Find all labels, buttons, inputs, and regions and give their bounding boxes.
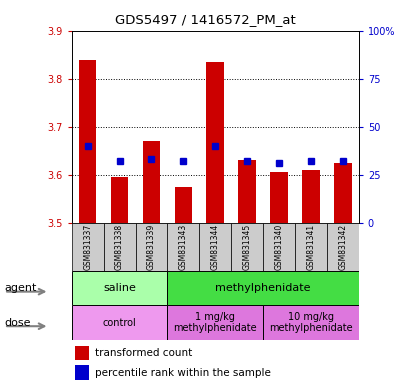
Bar — [110, 177, 128, 223]
Text: GSM831343: GSM831343 — [178, 223, 187, 270]
Text: GSM831338: GSM831338 — [115, 223, 124, 270]
Text: GSM831341: GSM831341 — [306, 223, 315, 270]
FancyBboxPatch shape — [263, 223, 294, 271]
FancyBboxPatch shape — [72, 223, 103, 271]
FancyBboxPatch shape — [72, 305, 167, 340]
Bar — [301, 170, 319, 223]
FancyBboxPatch shape — [167, 305, 263, 340]
Text: GSM831344: GSM831344 — [210, 223, 219, 270]
Text: percentile rank within the sample: percentile rank within the sample — [94, 367, 270, 377]
Bar — [270, 172, 287, 223]
Text: 10 mg/kg
methylphenidate: 10 mg/kg methylphenidate — [268, 312, 352, 333]
Bar — [142, 141, 160, 223]
Bar — [79, 60, 96, 223]
Text: 1 mg/kg
methylphenidate: 1 mg/kg methylphenidate — [173, 312, 256, 333]
FancyBboxPatch shape — [72, 271, 167, 305]
Text: transformed count: transformed count — [94, 348, 191, 358]
Bar — [174, 187, 192, 223]
Bar — [74, 346, 89, 360]
Text: GDS5497 / 1416572_PM_at: GDS5497 / 1416572_PM_at — [115, 13, 294, 26]
FancyBboxPatch shape — [167, 223, 199, 271]
Bar — [206, 62, 223, 223]
FancyBboxPatch shape — [263, 305, 358, 340]
Text: dose: dose — [4, 318, 31, 328]
Text: control: control — [103, 318, 136, 328]
Text: agent: agent — [4, 283, 36, 293]
Text: saline: saline — [103, 283, 136, 293]
FancyBboxPatch shape — [199, 223, 231, 271]
Text: GSM831339: GSM831339 — [146, 223, 155, 270]
Text: GSM831337: GSM831337 — [83, 223, 92, 270]
Text: GSM831340: GSM831340 — [274, 223, 283, 270]
Bar — [74, 366, 89, 379]
FancyBboxPatch shape — [294, 223, 326, 271]
Text: GSM831345: GSM831345 — [242, 223, 251, 270]
FancyBboxPatch shape — [103, 223, 135, 271]
FancyBboxPatch shape — [326, 223, 358, 271]
Text: methylphenidate: methylphenidate — [215, 283, 310, 293]
Bar — [238, 161, 255, 223]
Bar — [333, 163, 351, 223]
Text: GSM831342: GSM831342 — [337, 223, 346, 270]
FancyBboxPatch shape — [167, 271, 358, 305]
FancyBboxPatch shape — [231, 223, 263, 271]
FancyBboxPatch shape — [135, 223, 167, 271]
